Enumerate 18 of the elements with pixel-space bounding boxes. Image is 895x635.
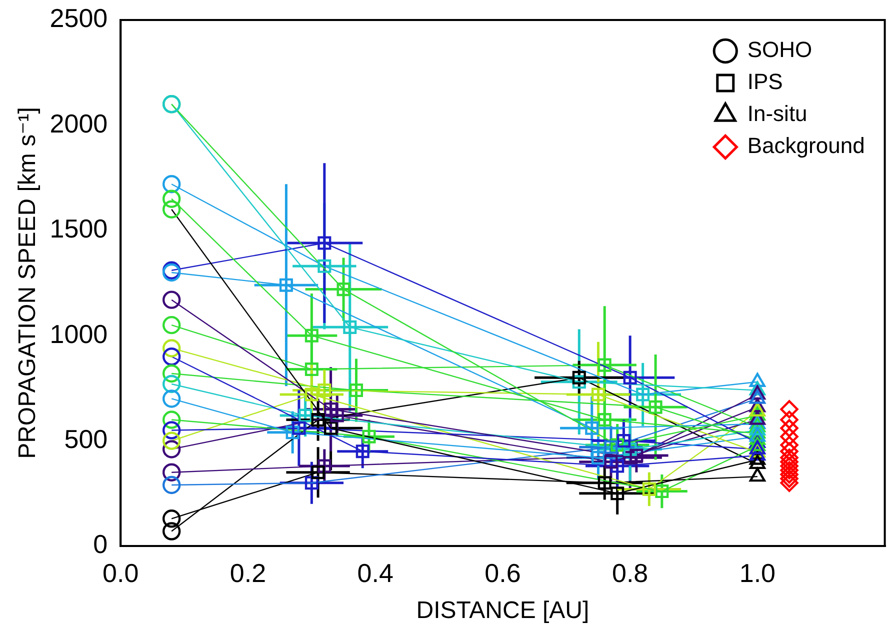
y-tick-label: 0	[93, 529, 108, 560]
x-tick-label: 0.0	[102, 558, 139, 588]
y-axis-title: PROPAGATION SPEED [km s⁻¹]	[14, 107, 42, 459]
legend-label: In-situ	[747, 101, 808, 126]
y-tick-label: 1000	[50, 318, 108, 349]
x-tick-label: 0.2	[230, 558, 266, 588]
x-tick-label: 1.0	[739, 558, 776, 588]
x-axis-title: DISTANCE [AU]	[416, 597, 590, 624]
y-tick-label: 2500	[50, 3, 108, 34]
legend-label: IPS	[747, 69, 783, 94]
legend-label: Background	[747, 133, 865, 158]
x-tick-label: 0.6	[484, 558, 521, 588]
y-tick-label: 500	[64, 424, 108, 454]
y-tick-label: 1500	[50, 214, 108, 244]
y-tick-label: 2000	[50, 108, 108, 138]
legend-label: SOHO	[747, 37, 812, 62]
x-tick-label: 0.4	[357, 558, 394, 588]
x-tick-label: 0.8	[612, 558, 648, 588]
